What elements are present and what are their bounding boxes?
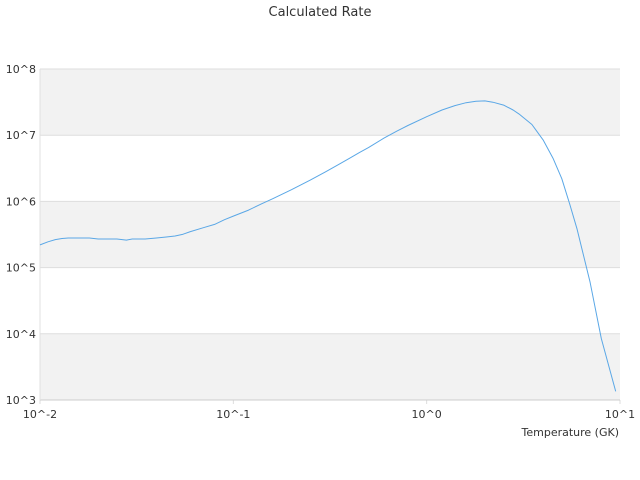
x-tick-label: 10^0 [412, 408, 442, 421]
series-line [39, 100, 617, 392]
y-tick-label: 10^6 [6, 195, 36, 208]
y-tick-label: 10^4 [6, 328, 36, 341]
y-tick-label: 10^7 [6, 129, 36, 142]
x-tick-label: 10^-2 [23, 408, 57, 421]
series-layer [39, 100, 617, 392]
y-tick-label: 10^5 [6, 262, 36, 275]
background-bands [40, 69, 620, 400]
background-band [40, 333, 620, 400]
y-tick-label: 10^8 [6, 63, 36, 76]
x-tick-label: 10^1 [605, 408, 635, 421]
y-tick-labels: 10^3 10^4 10^5 10^6 10^7 10^8 [6, 63, 36, 407]
background-band [40, 69, 620, 136]
x-tick-labels: 10^-2 10^-1 10^0 10^1 [23, 408, 635, 421]
chart-title: Calculated Rate [269, 5, 372, 20]
y-tick-label: 10^3 [6, 394, 36, 407]
background-band [40, 201, 620, 268]
x-axis-label: Temperature (GK) [521, 426, 620, 439]
x-tick-label: 10^-1 [216, 408, 250, 421]
